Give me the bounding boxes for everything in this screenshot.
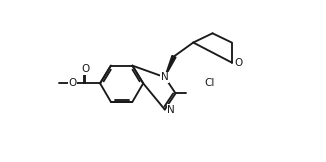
- Text: Cl: Cl: [205, 78, 215, 88]
- Text: N: N: [167, 104, 175, 115]
- Text: O: O: [234, 58, 242, 68]
- Text: O: O: [81, 64, 90, 75]
- Text: N: N: [161, 72, 169, 82]
- Polygon shape: [165, 56, 176, 77]
- Text: O: O: [68, 78, 77, 88]
